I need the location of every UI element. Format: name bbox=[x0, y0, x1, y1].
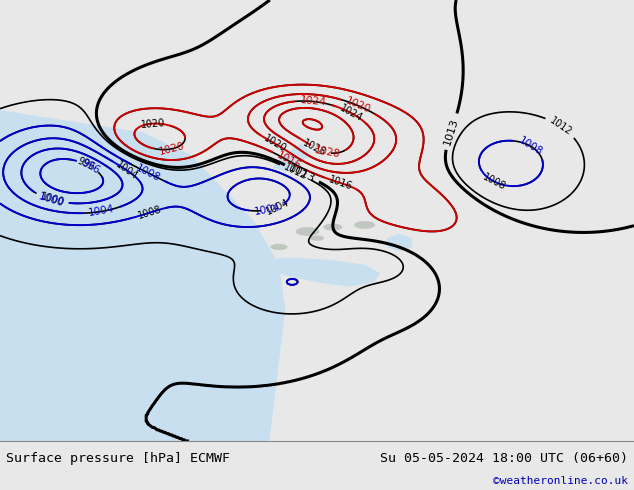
Text: 1012: 1012 bbox=[548, 116, 574, 138]
Text: ©weatheronline.co.uk: ©weatheronline.co.uk bbox=[493, 476, 628, 486]
Polygon shape bbox=[354, 221, 375, 229]
Polygon shape bbox=[310, 236, 324, 241]
Text: 1020: 1020 bbox=[262, 133, 288, 154]
Text: 996: 996 bbox=[79, 157, 101, 176]
Text: 1004: 1004 bbox=[88, 204, 115, 219]
Text: 1008: 1008 bbox=[134, 162, 162, 183]
Text: 1028: 1028 bbox=[313, 146, 341, 160]
Text: 1024: 1024 bbox=[338, 103, 364, 123]
Text: 1020: 1020 bbox=[344, 96, 372, 115]
Polygon shape bbox=[0, 110, 285, 441]
Text: 1000: 1000 bbox=[39, 192, 65, 208]
Text: 1000: 1000 bbox=[37, 191, 65, 208]
Polygon shape bbox=[295, 227, 320, 236]
Polygon shape bbox=[271, 244, 288, 250]
Text: 996: 996 bbox=[76, 156, 97, 173]
Text: 1013: 1013 bbox=[287, 163, 316, 184]
Text: Surface pressure [hPa] ECMWF: Surface pressure [hPa] ECMWF bbox=[6, 452, 230, 465]
Text: 1020: 1020 bbox=[140, 118, 165, 130]
Text: 1013: 1013 bbox=[443, 117, 460, 147]
Text: 1016: 1016 bbox=[328, 174, 354, 192]
Text: 1004: 1004 bbox=[253, 203, 281, 217]
Text: 1016: 1016 bbox=[275, 150, 302, 172]
Text: 1008: 1008 bbox=[517, 135, 544, 157]
Text: 1008: 1008 bbox=[481, 172, 507, 192]
Text: 1024: 1024 bbox=[299, 95, 327, 108]
Polygon shape bbox=[269, 258, 380, 287]
Polygon shape bbox=[323, 223, 342, 231]
Polygon shape bbox=[387, 234, 412, 251]
Text: 1004: 1004 bbox=[114, 159, 140, 182]
Polygon shape bbox=[273, 143, 311, 172]
Text: 1028: 1028 bbox=[301, 138, 328, 158]
Text: 1008: 1008 bbox=[136, 204, 162, 221]
Text: Su 05-05-2024 18:00 UTC (06+60): Su 05-05-2024 18:00 UTC (06+60) bbox=[380, 452, 628, 465]
Text: 1020: 1020 bbox=[158, 141, 186, 157]
Text: 1012: 1012 bbox=[282, 162, 309, 182]
Text: 1004: 1004 bbox=[265, 197, 291, 217]
